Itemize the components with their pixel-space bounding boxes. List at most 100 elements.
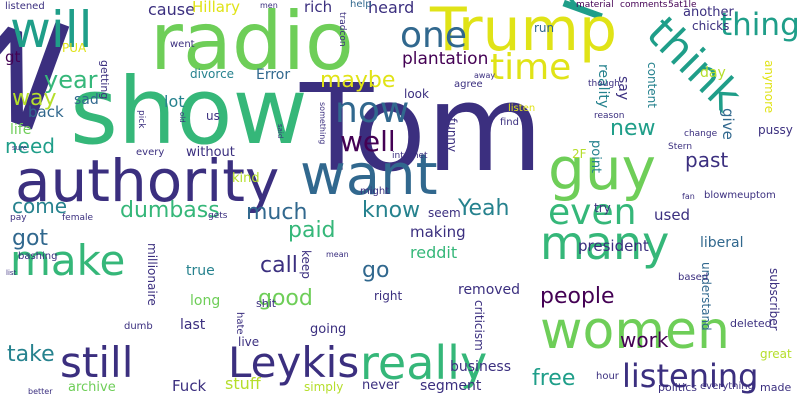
word-thing: thing [720, 7, 800, 43]
word-past: past [685, 148, 729, 172]
word-seem: seem [428, 206, 461, 220]
word-archive: archive [68, 380, 116, 395]
word-female: female [62, 213, 94, 223]
word-back: back [28, 103, 64, 121]
word-tom: Tom [300, 60, 544, 199]
word-much: much [246, 200, 308, 225]
word-though: though [588, 79, 620, 89]
word-fan: fan [682, 192, 695, 201]
word-millionaire: millionaire [145, 243, 159, 306]
word-internet: internet [392, 151, 428, 161]
word-many: many [540, 216, 670, 270]
word-deleted: deleted [730, 317, 772, 330]
word-something: something [318, 102, 327, 145]
word-funny: funny [445, 118, 459, 153]
word-listened: listened [5, 1, 45, 12]
word-gets: gets [208, 211, 228, 221]
word-day: day [700, 65, 726, 81]
word-good: good [258, 286, 313, 311]
word-authority: authority [15, 147, 280, 215]
word-making: making [410, 223, 466, 241]
word-used: used [654, 206, 691, 224]
word-getting: getting [98, 60, 111, 100]
word-one: one [400, 15, 467, 56]
word-said: said [276, 124, 284, 139]
word-dumbass: dumbass [120, 198, 220, 223]
word-work: work [620, 328, 669, 352]
word-politics: politics [658, 381, 697, 394]
word-shit: shit [256, 297, 277, 310]
word-give: give [719, 108, 737, 140]
word-subscriber: subscriber [767, 268, 781, 331]
word-listening: listening [622, 357, 759, 395]
word-chicks: chicks [692, 19, 730, 33]
word-away: away [474, 71, 496, 80]
word-look: look [404, 87, 429, 101]
word-removed: removed [458, 282, 521, 298]
word-sure: sure [12, 144, 28, 152]
word-everything: everything [700, 381, 754, 392]
word-know: know [362, 198, 421, 223]
word-2f: 2F [572, 147, 587, 161]
word-really: really [360, 336, 488, 390]
word-divorce: divorce [190, 67, 235, 81]
word-material: material [576, 0, 614, 10]
word-will: will [10, 1, 93, 59]
word-pua: PUA [62, 41, 87, 55]
word-new: new [610, 116, 656, 141]
word-year: year [44, 66, 98, 94]
word-need: need [5, 134, 55, 158]
word-find: find [500, 117, 519, 128]
word-agree: agree [454, 79, 483, 90]
word-right: right [374, 289, 403, 303]
word-free: free [532, 366, 576, 391]
word-fuck: Fuck [172, 377, 207, 395]
word-made: made [760, 381, 792, 394]
word-plantation: plantation [402, 49, 489, 69]
word-women: women [540, 301, 730, 361]
word-error: Error [256, 67, 291, 83]
word-hillary: Hillary [192, 0, 241, 16]
word-anymore: anymore [762, 60, 776, 114]
word-sad: sad [74, 92, 99, 108]
word-comments: comments [620, 0, 668, 10]
word-run: run [534, 21, 555, 35]
word-every: every [136, 147, 165, 158]
word-radio: radio [150, 0, 354, 88]
word-long: long [190, 293, 221, 309]
word-business: business [450, 359, 512, 375]
word-yeah: Yeah [458, 196, 510, 221]
word-point: point [588, 140, 603, 174]
word-gt: gt [5, 48, 21, 66]
word-time: time [490, 47, 572, 88]
word-dumb: dumb [124, 321, 153, 332]
word-trump: Trump [430, 0, 618, 65]
word-5at1le: 5at1le [668, 0, 697, 10]
word-criticism: criticism [472, 300, 486, 351]
word-segment: segment [420, 378, 482, 394]
word-last: last [180, 317, 206, 333]
word-keep: keep [299, 250, 313, 279]
word-simply: simply [304, 380, 344, 394]
word-mean: mean [326, 250, 349, 259]
word-call: call [260, 253, 298, 278]
word-men: men [260, 1, 278, 10]
word-heard: heard [368, 0, 415, 17]
word-great: great [760, 347, 792, 361]
word-true: true [186, 263, 215, 279]
word-try: try [594, 201, 611, 215]
word-blowmeuptom: blowmeuptom [704, 190, 776, 201]
word-without: without [186, 145, 235, 160]
word-president: president [578, 237, 649, 255]
word-old: old [178, 112, 186, 123]
word-way: way [12, 86, 57, 111]
word-even: even [548, 192, 637, 233]
word-hate: hate [234, 312, 245, 335]
word-people: people [540, 284, 615, 309]
word-guy: guy [548, 135, 656, 203]
word-listen: listen [508, 103, 536, 114]
word-help: help [350, 0, 372, 10]
word-stern: Stern [668, 142, 693, 152]
word-stuff: stuff [225, 374, 261, 393]
word-change: change [684, 129, 718, 139]
